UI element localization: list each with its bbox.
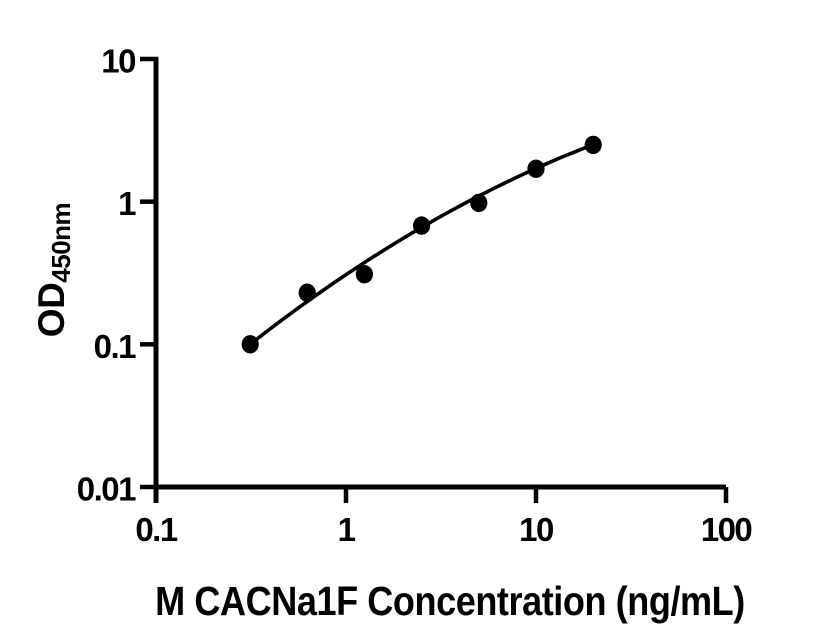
y-axis-title-subscript: 450nm — [46, 202, 76, 283]
y-tick-label: 1 — [118, 185, 136, 222]
x-tick-label: 10 — [519, 511, 553, 548]
x-axis-title: M CACNa1F Concentration (ng/mL) — [155, 578, 745, 624]
data-point — [298, 283, 316, 302]
x-tick-label: 0.1 — [135, 511, 178, 548]
y-tick-label: 0.01 — [77, 471, 136, 508]
data-point — [241, 335, 259, 354]
data-point — [355, 265, 373, 284]
y-axis-title-main: OD — [31, 282, 72, 338]
data-point — [413, 216, 431, 235]
data-point — [584, 135, 602, 155]
data-point — [470, 193, 488, 213]
y-axis-title: OD450nm — [30, 110, 76, 430]
x-tick-label: 100 — [701, 511, 752, 548]
data-point — [527, 159, 545, 178]
y-tick-label: 10 — [101, 42, 135, 79]
x-tick-label: 1 — [338, 511, 356, 548]
y-tick-label: 0.1 — [94, 328, 137, 365]
